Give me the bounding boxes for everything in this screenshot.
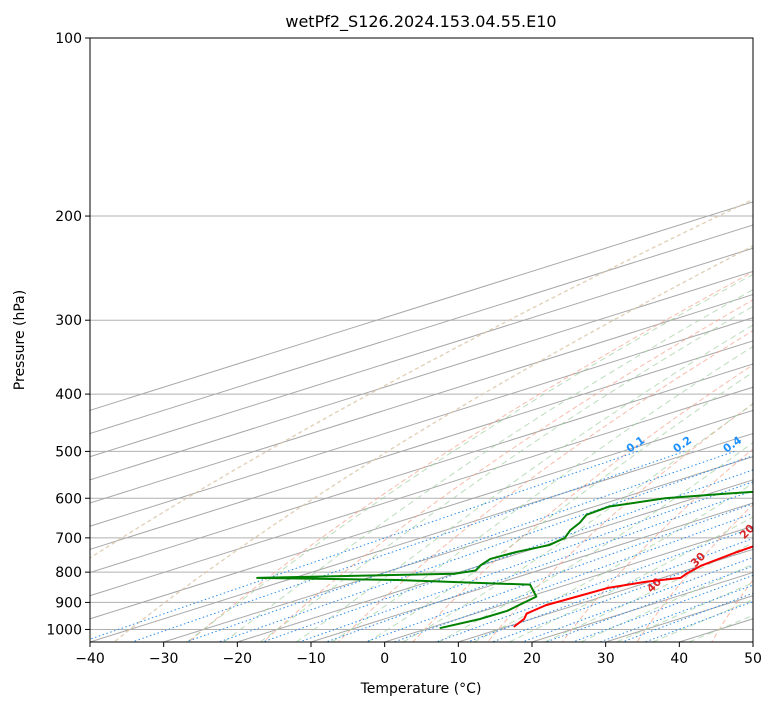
x-tick-label: −20: [223, 651, 253, 667]
moist-adiabat-line: [259, 305, 753, 642]
mixing-ratio-line: [436, 527, 753, 642]
moist-adiabat-line: [331, 345, 753, 642]
isotherm-line: [163, 456, 753, 642]
mixing-ratio-line: [262, 469, 753, 642]
x-axis-label: Temperature (°C): [360, 681, 482, 697]
moist-adiabat-line: [580, 563, 753, 642]
isotherm-line: [384, 525, 753, 642]
x-tick-label: 20: [523, 651, 541, 667]
mixing-ratio-line: [521, 556, 753, 642]
moist-adiabat-line: [367, 371, 753, 642]
y-tick-label: 900: [55, 595, 82, 611]
temperature-profile-line: [513, 545, 753, 628]
y-tick-label: 1000: [46, 623, 82, 639]
isotherm-line: [90, 363, 753, 574]
isotherm-line: [90, 201, 753, 411]
isotherm-line: [90, 317, 753, 527]
moist-adiabat-line: [402, 403, 753, 642]
isotherm-line: [90, 409, 753, 620]
y-tick-label: 500: [55, 444, 82, 460]
isotherm-line: [310, 502, 753, 642]
mixing-ratio-line: [325, 490, 753, 642]
x-tick-label: 40: [670, 651, 688, 667]
x-tick-label: −40: [75, 651, 105, 667]
x-tick-label: 30: [597, 651, 615, 667]
mixing-ratio-line: [365, 503, 753, 642]
dry-adiabat-line: [263, 299, 753, 642]
mixing-ratio-line: [394, 512, 753, 642]
dry-adiabat-line: [636, 503, 753, 642]
y-tick-label: 200: [55, 209, 82, 225]
isotherm-line: [90, 270, 753, 481]
y-axis-label: Pressure (hPa): [12, 290, 28, 390]
dewpoint-profile-line: [256, 490, 753, 630]
y-tick-label: 600: [55, 491, 82, 507]
y-tick-label: 700: [55, 531, 82, 547]
x-tick-label: −10: [296, 651, 326, 667]
x-tick-label: 50: [744, 651, 762, 667]
mixing-ratio-line: [572, 574, 753, 642]
x-tick-label: −30: [149, 651, 179, 667]
mixing-ratio-line: [622, 592, 753, 642]
x-tick-label: 10: [449, 651, 467, 667]
isotherm-line: [90, 432, 753, 642]
y-tick-label: 800: [55, 565, 82, 581]
moist-adiabat-line: [223, 289, 753, 642]
y-tick-label: 300: [55, 313, 82, 329]
moist-adiabat-line: [186, 273, 753, 642]
moist-adiabat-line: [90, 198, 753, 559]
dry-adiabat-line: [188, 271, 753, 642]
plot-frame: [89, 37, 754, 643]
chart-title: wetPf2_S126.2024.153.04.55.E10: [285, 12, 556, 32]
moist-adiabat-line: [473, 482, 753, 642]
isotherm-line: [90, 293, 753, 504]
moist-adiabat-line: [295, 324, 753, 642]
isotherm-line: [90, 340, 753, 550]
mixing-ratio-line: [185, 450, 735, 642]
x-tick-label: 0: [380, 651, 389, 667]
isotherm-line: [90, 247, 753, 458]
y-tick-label: 100: [55, 31, 82, 47]
moist-adiabat-line: [509, 516, 753, 642]
mixing-ratio-line: [131, 450, 685, 642]
isotherm-line: [90, 386, 753, 597]
isotherm-line: [90, 224, 753, 435]
moist-adiabat-line: [113, 245, 753, 642]
mixing-ratio-label: 0.6: [751, 433, 775, 455]
y-tick-label: 400: [55, 387, 82, 403]
